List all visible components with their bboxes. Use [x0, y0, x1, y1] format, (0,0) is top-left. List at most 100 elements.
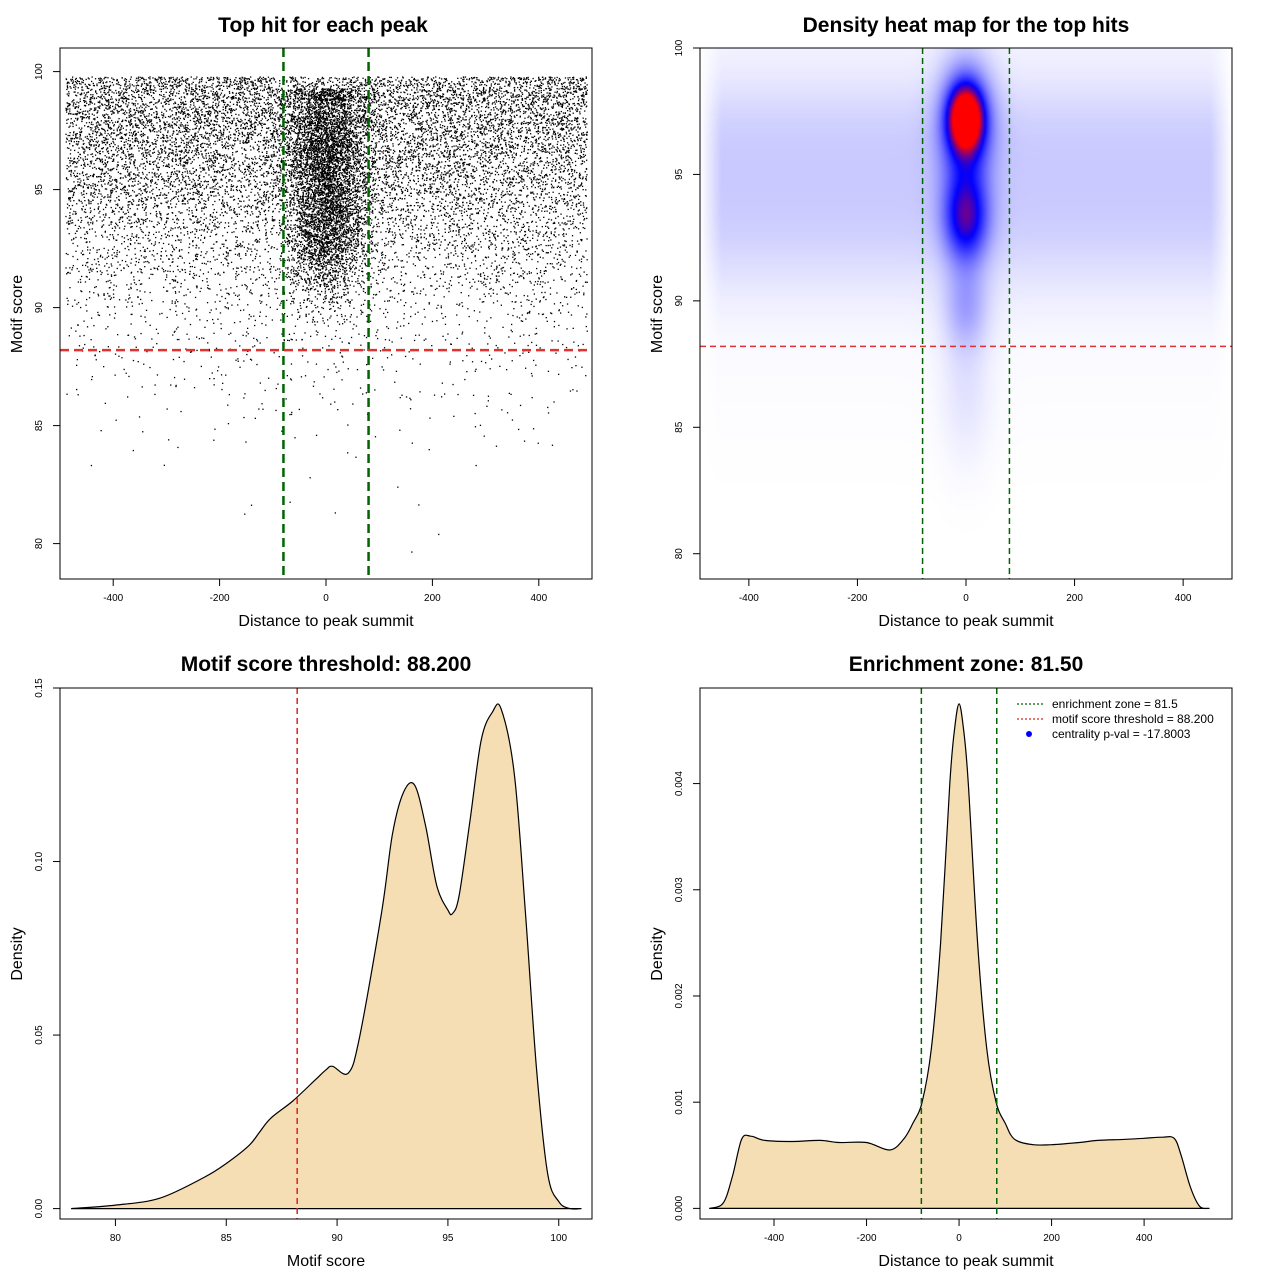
data-point — [333, 128, 335, 130]
data-point — [312, 316, 315, 318]
data-point — [126, 306, 128, 308]
data-point — [303, 87, 306, 89]
data-point — [392, 88, 395, 91]
data-point — [80, 306, 82, 309]
data-point — [415, 245, 417, 247]
data-point — [388, 154, 390, 156]
data-point — [549, 152, 551, 155]
data-point — [201, 85, 204, 87]
data-point — [363, 335, 366, 337]
data-point — [143, 219, 145, 221]
data-point — [281, 224, 283, 226]
data-point — [407, 184, 409, 186]
data-point — [384, 187, 386, 189]
data-point — [556, 158, 558, 160]
data-point — [180, 101, 182, 103]
data-point — [331, 256, 333, 259]
data-point — [545, 129, 547, 131]
data-point — [176, 108, 178, 111]
data-point — [269, 103, 271, 105]
data-point — [286, 136, 288, 138]
data-point — [77, 137, 79, 139]
data-point — [99, 132, 102, 134]
data-point — [396, 86, 399, 89]
data-point — [100, 124, 102, 126]
data-point — [389, 93, 391, 95]
data-point — [535, 115, 537, 117]
data-point — [306, 183, 308, 185]
data-point — [388, 120, 390, 122]
data-point — [459, 229, 461, 231]
data-point — [238, 97, 240, 99]
data-point — [143, 96, 146, 99]
data-point — [274, 281, 276, 283]
data-point — [395, 193, 398, 195]
data-point — [186, 121, 189, 124]
data-point — [144, 316, 146, 318]
data-point — [297, 118, 299, 120]
data-point — [214, 153, 216, 156]
data-point — [538, 174, 540, 176]
data-point — [84, 281, 87, 283]
data-point — [421, 323, 423, 325]
data-point — [75, 236, 77, 239]
data-point — [358, 92, 360, 95]
data-point — [415, 334, 417, 336]
data-point — [464, 167, 466, 170]
data-point — [124, 225, 126, 227]
data-point — [167, 177, 169, 180]
data-point — [273, 219, 275, 221]
data-point — [95, 97, 98, 99]
data-point — [357, 240, 360, 242]
data-point — [436, 167, 438, 169]
data-point — [419, 128, 421, 130]
data-point — [176, 191, 178, 194]
data-point — [241, 177, 243, 179]
data-point — [382, 134, 384, 137]
data-point — [220, 327, 222, 330]
data-point — [503, 173, 506, 175]
data-point — [425, 167, 427, 170]
data-point — [418, 252, 420, 254]
data-point — [66, 137, 68, 139]
data-point — [431, 87, 434, 90]
data-point — [162, 194, 164, 196]
data-point — [365, 187, 367, 189]
data-point — [109, 286, 111, 289]
data-point — [470, 190, 473, 192]
data-point — [228, 131, 231, 133]
data-point — [399, 112, 401, 115]
data-point — [393, 182, 395, 184]
data-point — [130, 113, 132, 116]
data-point — [483, 293, 485, 295]
data-point — [125, 134, 127, 137]
data-point — [535, 327, 537, 330]
data-point — [453, 213, 455, 215]
data-point — [254, 126, 256, 128]
data-point — [532, 234, 534, 236]
data-point — [228, 139, 230, 141]
data-point — [172, 334, 174, 336]
data-point — [511, 207, 513, 209]
data-point — [260, 197, 263, 199]
data-point — [564, 98, 566, 101]
data-point — [169, 91, 171, 93]
data-point — [452, 267, 455, 269]
data-point — [408, 145, 410, 147]
data-point — [574, 104, 576, 106]
data-point — [114, 255, 116, 257]
data-point — [87, 258, 89, 260]
data-point — [271, 216, 274, 218]
data-point — [241, 171, 243, 173]
data-point — [211, 164, 213, 166]
data-point — [360, 313, 362, 315]
data-point — [140, 130, 142, 133]
data-point — [530, 108, 532, 110]
data-point — [434, 115, 436, 117]
data-point — [68, 170, 70, 172]
data-point — [556, 97, 558, 99]
data-point — [175, 299, 178, 301]
data-point — [182, 164, 184, 166]
data-point — [229, 83, 231, 85]
data-point — [140, 115, 142, 117]
